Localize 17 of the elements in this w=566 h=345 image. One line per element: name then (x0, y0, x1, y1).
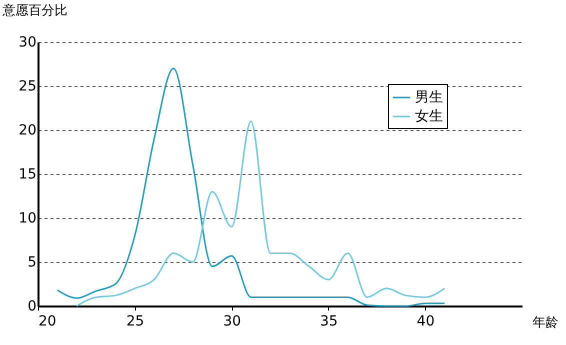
y-tick-label: 20 (18, 122, 36, 138)
x-tick-label: 20 (38, 314, 56, 330)
y-tick-label: 0 (28, 298, 36, 314)
y-tick-label: 15 (18, 166, 36, 182)
x-tick-label: 30 (223, 314, 242, 330)
x-tick-label: 25 (126, 314, 144, 330)
legend-label: 男生 (415, 90, 443, 106)
x-tick-label: 40 (416, 314, 435, 330)
y-axis-title: 意愿百分比 (2, 4, 68, 18)
line-series (56, 68, 446, 307)
y-tick-label: 5 (28, 254, 36, 270)
x-tick-label: 35 (320, 314, 338, 330)
x-axis-title: 年龄 (532, 316, 558, 330)
legend-label: 女生 (415, 108, 443, 124)
y-tick-label: 30 (18, 34, 36, 50)
y-tick-label: 10 (18, 210, 36, 226)
y-tick-label: 25 (18, 78, 36, 94)
